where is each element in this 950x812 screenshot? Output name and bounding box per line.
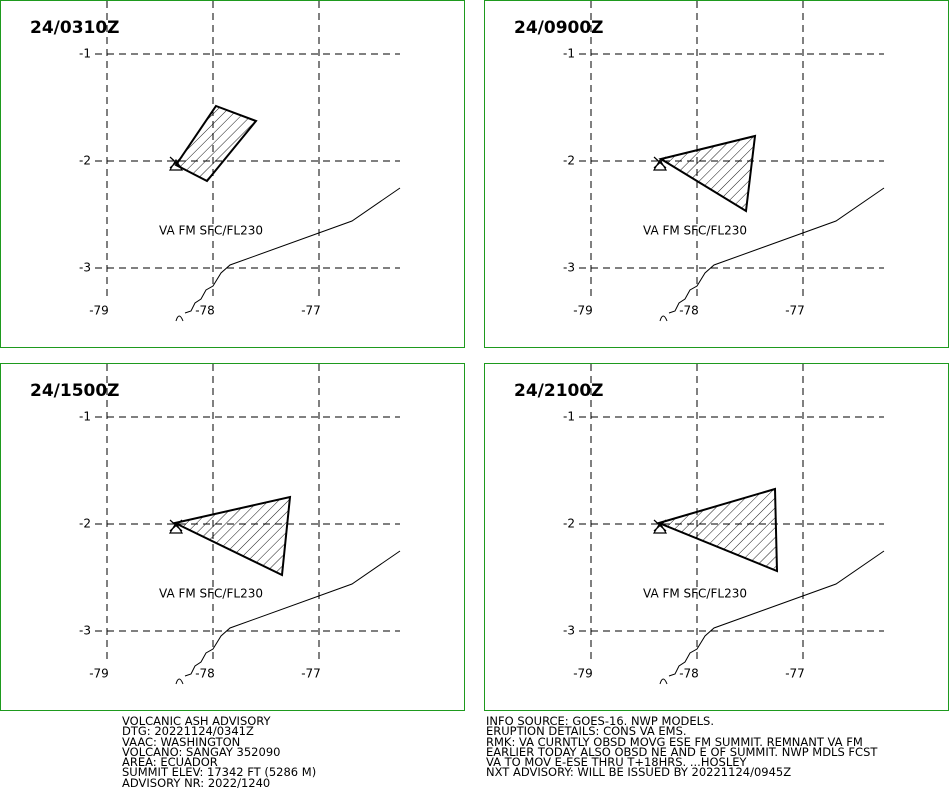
panel-title: 24/0900Z	[514, 18, 604, 38]
advisory-line: ERUPTION DETAILS: CONS VA EMS.	[486, 724, 687, 739]
advisory-line: SUMMIT ELEV: 17342 FT (5286 M)	[122, 765, 317, 780]
advisory-line: NXT ADVISORY: WILL BE ISSUED BY 20221124…	[486, 765, 792, 780]
ash-label: VA FM SFC/FL230	[643, 224, 747, 238]
advisory-line: EARLIER TODAY ALSO OBSD NE AND E OF SUMM…	[486, 744, 878, 759]
lat-label: -1	[79, 47, 91, 61]
advisory-line: INFO SOURCE: GOES-16. NWP MODELS.	[486, 714, 714, 728]
coastline	[175, 550, 401, 685]
advisory-line: VA TO MOV E-ESE THRU T+18HRS. ...HOSLEY	[486, 755, 747, 770]
advisory-left: VOLCANIC ASH ADVISORY DTG: 20221124/0341Z…	[122, 714, 317, 790]
coastline	[175, 187, 401, 322]
lat-label: -2	[79, 517, 91, 531]
ash-area	[655, 487, 779, 573]
lon-label: -78	[679, 304, 699, 318]
advisory-line: AREA: ECUADOR	[122, 755, 218, 770]
advisory-line: VOLCANO: SANGAY 352090	[122, 744, 281, 759]
lon-label: -78	[679, 667, 699, 681]
lat-label: -3	[79, 261, 91, 275]
lon-label: -79	[573, 304, 593, 318]
lat-label: -2	[79, 154, 91, 168]
volcano-symbol	[652, 156, 668, 171]
panel-border	[484, 0, 949, 348]
lon-label: -78	[195, 667, 215, 681]
lat-label: -3	[563, 261, 575, 275]
lat-label: -3	[79, 624, 91, 638]
ash-label: VA FM SFC/FL230	[159, 587, 263, 601]
advisory-line: VOLCANIC ASH ADVISORY	[122, 714, 271, 728]
lat-label: -2	[563, 154, 575, 168]
advisory-right: INFO SOURCE: GOES-16. NWP MODELS. ERUPTIO…	[486, 714, 878, 780]
lon-label: -78	[195, 304, 215, 318]
ash-label: VA FM SFC/FL230	[643, 587, 747, 601]
panel: -1 -2 -3 -79 -78 -77 24/2100Z VA FM SFC/FL230	[484, 363, 949, 711]
advisory-line: RMK: VA CURNTLY OBSD MOVG ESE FM SUMMIT.…	[486, 734, 863, 749]
volcano-symbol	[168, 519, 184, 534]
panel: -1 -2 -3 -79 -78 -77 24/0310Z VA FM SFC/FL230	[0, 0, 465, 348]
advisory-line: VAAC: WASHINGTON	[122, 734, 241, 749]
lon-label: -79	[89, 667, 109, 681]
panel-title: 24/1500Z	[30, 381, 120, 401]
lon-label: -77	[301, 304, 321, 318]
coastline	[659, 187, 885, 322]
lat-label: -3	[563, 624, 575, 638]
lat-label: -1	[563, 47, 575, 61]
volcano-symbol	[652, 519, 668, 534]
lon-label: -77	[301, 667, 321, 681]
coastline	[659, 550, 885, 685]
lon-label: -77	[785, 667, 805, 681]
lon-label: -79	[573, 667, 593, 681]
panel: -1 -2 -3 -79 -78 -77 24/1500Z VA FM SFC/FL230	[0, 363, 465, 711]
ash-label: VA FM SFC/FL230	[159, 224, 263, 238]
lat-label: -2	[563, 517, 575, 531]
ash-area	[658, 134, 757, 213]
panel-title: 24/2100Z	[514, 381, 604, 401]
lat-label: -1	[79, 410, 91, 424]
advisory-line: DTG: 20221124/0341Z	[122, 724, 254, 739]
panel-border	[0, 0, 465, 348]
panel: -1 -2 -3 -79 -78 -77 24/0900Z VA FM SFC/FL230	[484, 0, 949, 348]
ash-area	[171, 495, 292, 577]
panel-border	[0, 363, 465, 711]
lon-label: -77	[785, 304, 805, 318]
panel-title: 24/0310Z	[30, 18, 120, 38]
panel-border	[484, 363, 949, 711]
ash-area	[174, 104, 258, 183]
lat-label: -1	[563, 410, 575, 424]
volcano-symbol	[168, 156, 184, 171]
lon-label: -79	[89, 304, 109, 318]
advisory-line: ADVISORY NR: 2022/1240	[122, 775, 271, 790]
